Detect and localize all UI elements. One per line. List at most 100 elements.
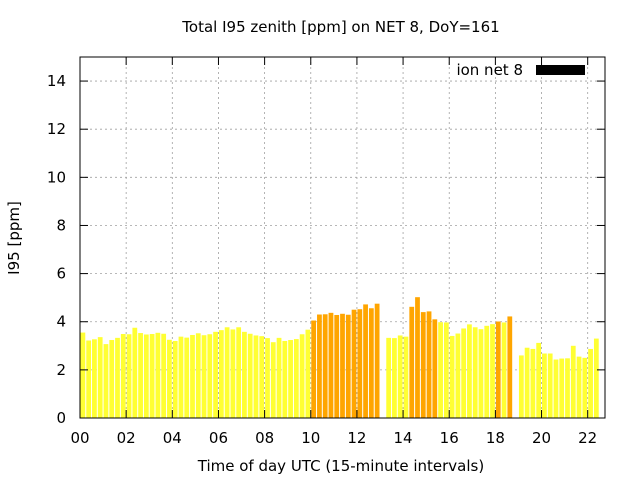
- x-tick-label: 20: [532, 429, 551, 447]
- bar: [103, 344, 109, 418]
- bar: [340, 313, 345, 418]
- bar: [201, 335, 207, 418]
- bar: [397, 335, 403, 418]
- bar: [167, 339, 172, 418]
- bar: [426, 311, 432, 418]
- x-tick-label: 18: [486, 429, 505, 447]
- bar: [420, 312, 426, 418]
- bar: [282, 340, 288, 418]
- bar: [524, 347, 530, 418]
- bar: [542, 353, 547, 418]
- x-tick-label: 00: [70, 429, 89, 447]
- y-tick-label: 12: [47, 120, 66, 138]
- bar: [195, 333, 201, 418]
- bar: [97, 337, 103, 418]
- bar: [236, 327, 242, 418]
- bar: [92, 339, 97, 418]
- y-axis-label: I95 [ppm]: [5, 201, 23, 275]
- bar: [501, 322, 507, 418]
- bar: [126, 334, 132, 418]
- legend-label: ion net 8: [456, 61, 523, 79]
- bar: [565, 358, 570, 418]
- bar: [392, 338, 397, 418]
- x-axis-label: Time of day UTC (15-minute intervals): [197, 457, 484, 475]
- bar: [299, 334, 305, 418]
- bar: [363, 304, 368, 418]
- bar: [207, 334, 213, 418]
- bar: [449, 335, 455, 418]
- bar: [259, 336, 265, 418]
- bar: [184, 337, 190, 418]
- bar: [455, 333, 461, 418]
- bar: [553, 359, 559, 418]
- bar: [242, 331, 247, 418]
- bar: [132, 327, 138, 418]
- bar: [276, 337, 282, 418]
- bar: [415, 297, 420, 418]
- bar: [190, 334, 195, 418]
- bar: [143, 334, 149, 418]
- bar: [305, 329, 311, 418]
- bar: [149, 334, 155, 418]
- bar: [536, 342, 542, 418]
- bar: [357, 309, 363, 418]
- bar: [230, 329, 236, 418]
- bar: [432, 319, 438, 418]
- bar: [109, 340, 115, 418]
- bar: [328, 312, 334, 418]
- chart-title: Total I95 zenith [ppm] on NET 8, DoY=161: [181, 18, 499, 36]
- x-tick-label: 04: [163, 429, 182, 447]
- bar: [386, 337, 392, 418]
- y-tick-label: 14: [47, 72, 66, 90]
- legend: ion net 8: [456, 61, 585, 79]
- bar: [317, 314, 322, 418]
- bar: [472, 327, 478, 418]
- bar: [224, 327, 230, 418]
- bar: [409, 306, 415, 418]
- y-tick-label: 4: [56, 313, 66, 331]
- y-tick-label: 8: [56, 216, 66, 234]
- bar: [345, 314, 351, 418]
- bar: [138, 333, 143, 418]
- bar: [443, 322, 449, 418]
- bar: [351, 309, 357, 418]
- bar: [155, 332, 161, 418]
- x-tick-label: 06: [209, 429, 228, 447]
- bar: [495, 321, 501, 418]
- bar: [582, 357, 588, 418]
- legend-swatch: [536, 65, 585, 75]
- y-tick-label: 2: [56, 361, 66, 379]
- bar: [478, 329, 484, 418]
- bar: [293, 339, 299, 418]
- y-tick-label: 0: [56, 409, 66, 427]
- y-tick-label: 6: [56, 265, 66, 283]
- bar: [530, 348, 536, 418]
- bar: [374, 303, 380, 418]
- bar: [213, 331, 218, 418]
- bar: [218, 330, 224, 418]
- x-tick-label: 02: [117, 429, 136, 447]
- x-tick-label: 08: [255, 429, 274, 447]
- bar: [518, 355, 524, 418]
- bar: [253, 335, 259, 418]
- bar: [593, 338, 599, 418]
- bar: [178, 336, 184, 418]
- bar: [490, 324, 495, 418]
- bar: [120, 334, 126, 418]
- x-tick-label: 16: [440, 429, 459, 447]
- bar: [86, 340, 92, 418]
- bar: [438, 322, 443, 418]
- bar: [467, 324, 472, 418]
- bar: [80, 332, 86, 418]
- grid-lines: [80, 57, 605, 418]
- x-tick-label: 14: [394, 429, 413, 447]
- bar: [588, 348, 593, 418]
- bar: [403, 336, 409, 418]
- bar: [334, 314, 340, 418]
- bar: [172, 340, 178, 418]
- bar: [484, 325, 490, 418]
- bar: [368, 308, 374, 418]
- bar: [547, 353, 553, 418]
- bar: [288, 340, 293, 418]
